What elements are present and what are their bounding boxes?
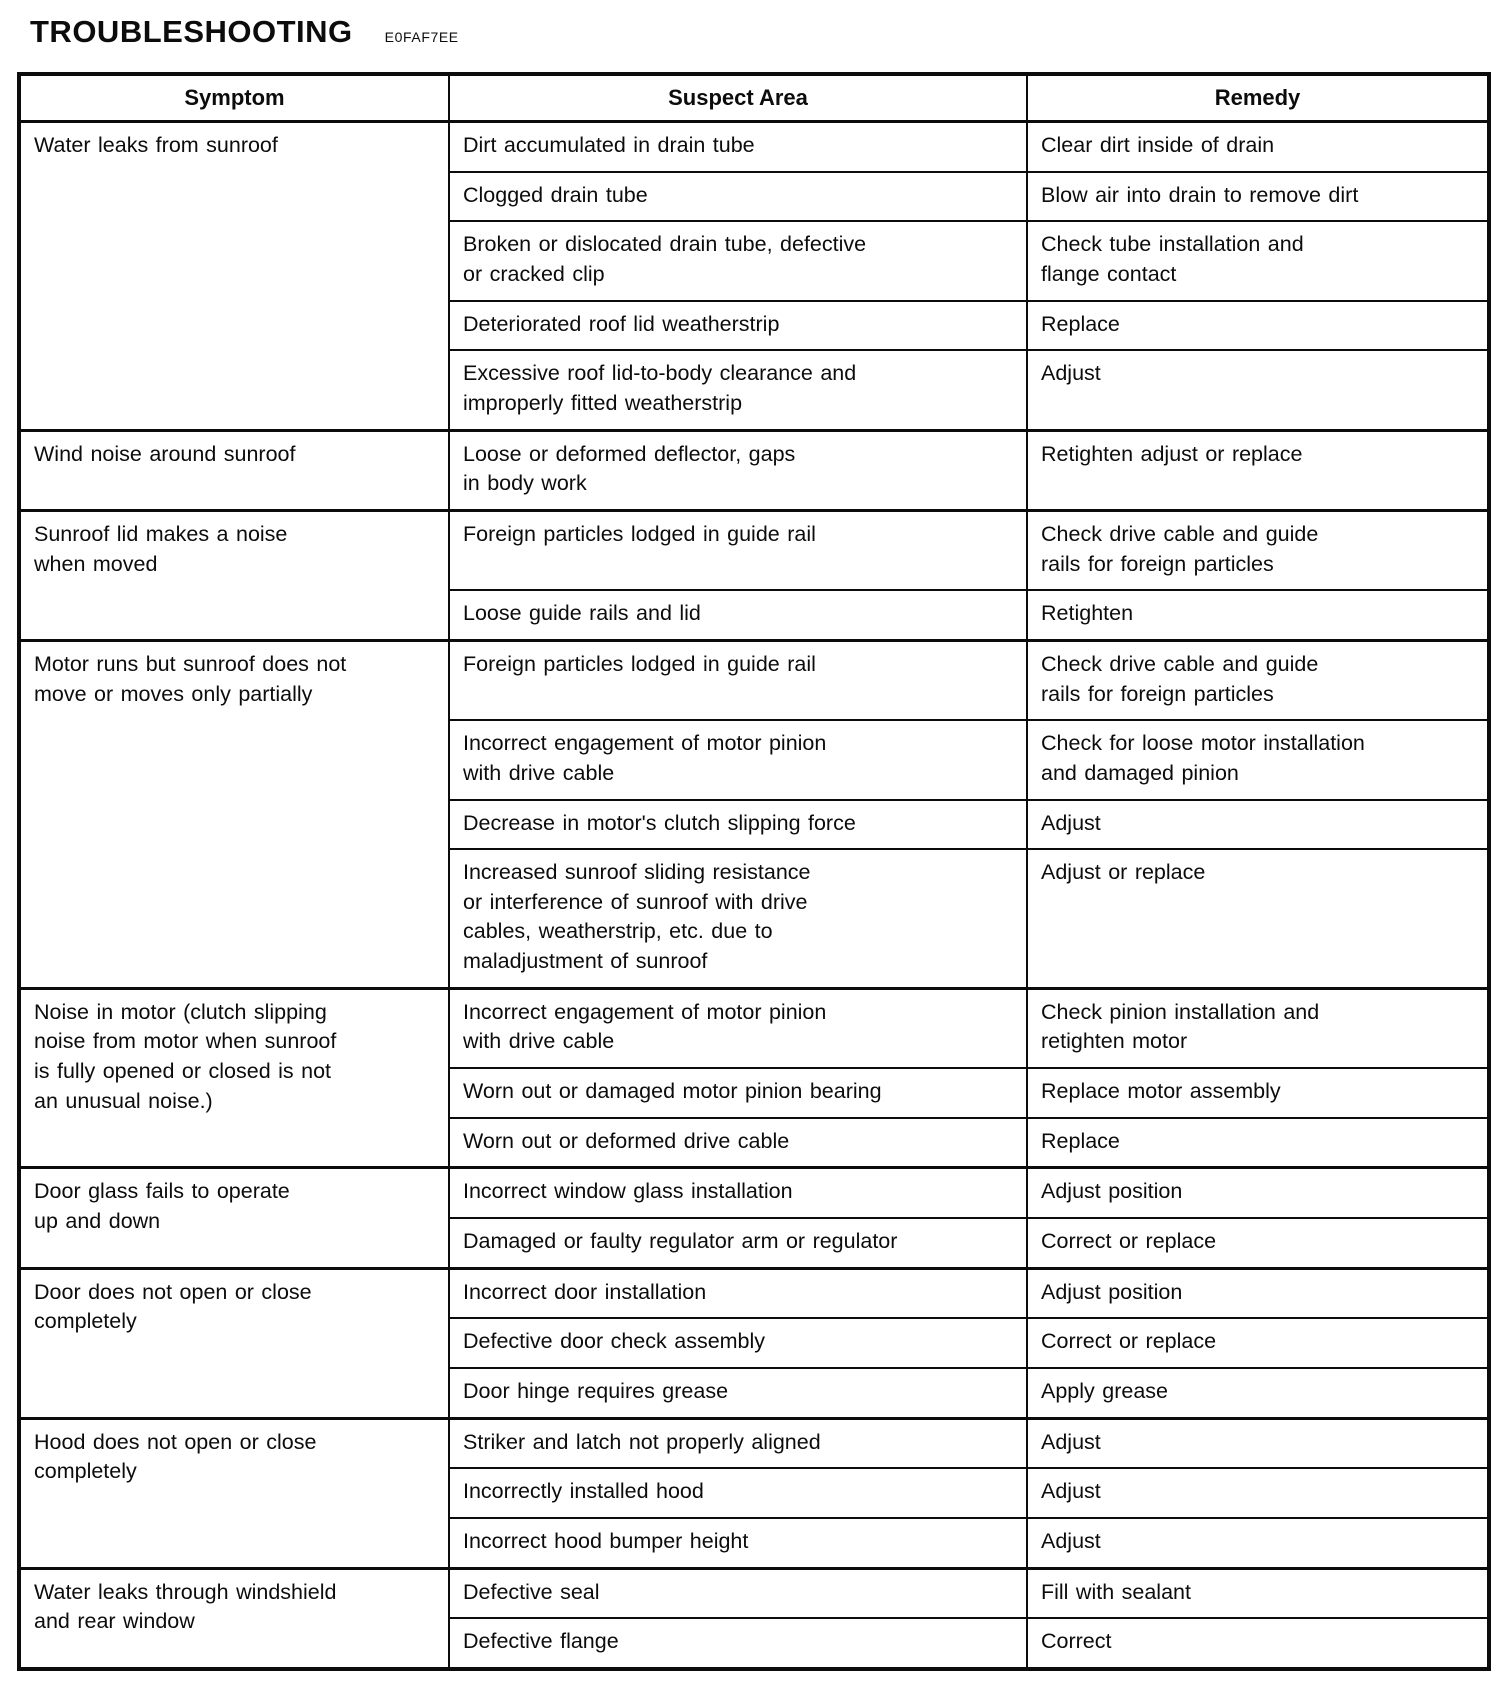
remedy-cell: Adjust (1026, 1416, 1490, 1470)
remedy-cell: Correct or replace (1026, 1217, 1490, 1270)
table-row: Excessive roof lid-to-body clearance and… (19, 349, 1490, 432)
remedy-cell: Replace (1026, 1116, 1490, 1169)
suspect-area-cell: Door hinge requires grease (448, 1367, 1028, 1420)
table-row: Decrease in motor's clutch slipping forc… (19, 798, 1490, 851)
header-row: Symptom Suspect Area Remedy (18, 73, 1490, 123)
suspect-area-cell: Deteriorated roof lid weatherstrip (448, 299, 1028, 352)
remedy-cell: Adjust (1026, 349, 1490, 432)
troubleshooting-table: Symptom Suspect Area Remedy Water leaks … (17, 72, 1491, 1671)
suspect-area-cell: Worn out or damaged motor pinion bearing (448, 1067, 1028, 1119)
symptom-column-header: Symptom (18, 73, 450, 123)
remedy-cell: Check pinion installation and retighten … (1026, 986, 1490, 1070)
symptom-cell: Sunroof lid makes a noise when moved (18, 508, 450, 642)
suspect-area-cell: Loose guide rails and lid (448, 589, 1028, 642)
table-row: Water leaks from sunroof Dirt accumulated… (18, 119, 1490, 432)
suspect-area-cell: Decrease in motor's clutch slipping forc… (448, 798, 1028, 851)
table-row: Sunroof lid makes a noise when moved Fore… (18, 508, 1490, 642)
table-row: Worn out or damaged motor pinion bearing… (19, 1067, 1490, 1119)
suspect-area-cell: Incorrect door installation (448, 1266, 1028, 1320)
suspect-area-cell: Striker and latch not properly aligned (448, 1416, 1028, 1470)
suspect-area-cell: Loose or deformed deflector, gaps in bod… (448, 428, 1028, 512)
suspect-area-cell: Defective flange (448, 1617, 1028, 1670)
section-code: E0FAF7EE (384, 29, 459, 45)
remedy-cell: Adjust (1026, 1516, 1490, 1570)
table-row: Loose guide rails and lid Retighten (19, 589, 1490, 642)
remedy-cell: Adjust (1026, 798, 1490, 851)
suspect-area-column-header: Suspect Area (448, 73, 1028, 123)
table-row: Broken or dislocated drain tube, defecti… (19, 220, 1490, 302)
table-header: Symptom Suspect Area Remedy (18, 73, 1490, 123)
remedy-cell: Retighten adjust or replace (1026, 428, 1490, 512)
table-body: Water leaks from sunroof Dirt accumulated… (18, 119, 1490, 1670)
table-row: Deteriorated roof lid weatherstrip Replac… (19, 299, 1490, 352)
table-row: Water leaks through windshield and rear … (18, 1566, 1490, 1670)
suspect-area-cell: Broken or dislocated drain tube, defecti… (448, 220, 1028, 302)
symptom-cell: Door glass fails to operate up and down (18, 1166, 450, 1270)
remedy-cell: Check drive cable and guide rails for fo… (1026, 508, 1490, 592)
remedy-cell: Adjust position (1026, 1266, 1490, 1320)
remedy-column-header: Remedy (1026, 73, 1490, 123)
suspect-area-cell: Clogged drain tube (448, 170, 1028, 223)
remedy-cell: Check drive cable and guide rails for fo… (1026, 638, 1490, 722)
suspect-area-cell: Damaged or faulty regulator arm or regul… (448, 1217, 1028, 1270)
table-row: Door does not open or close completely In… (18, 1266, 1490, 1420)
page-title: TROUBLESHOOTING (30, 14, 353, 49)
remedy-cell: Replace motor assembly (1026, 1067, 1490, 1119)
table-row: Worn out or deformed drive cable Replace (19, 1116, 1490, 1169)
symptom-cell: Wind noise around sunroof (18, 428, 450, 512)
symptom-cell: Motor runs but sunroof does not move or … (18, 638, 450, 990)
suspect-area-cell: Excessive roof lid-to-body clearance and… (448, 349, 1028, 432)
symptom-cell: Hood does not open or close completely (18, 1416, 450, 1570)
suspect-area-cell: Worn out or deformed drive cable (448, 1116, 1028, 1169)
table-row: Damaged or faulty regulator arm or regul… (19, 1217, 1490, 1270)
remedy-cell: Check tube installation and flange conta… (1026, 220, 1490, 302)
remedy-cell: Replace (1026, 299, 1490, 352)
suspect-area-cell: Defective seal (448, 1566, 1028, 1620)
table-row: Door hinge requires grease Apply grease (19, 1367, 1490, 1420)
table-row: Door glass fails to operate up and down I… (18, 1166, 1490, 1270)
symptom-cell: Noise in motor (clutch slipping noise fr… (18, 986, 450, 1169)
suspect-area-cell: Incorrectly installed hood (448, 1467, 1028, 1519)
suspect-area-cell: Increased sunroof sliding resistance or … (448, 848, 1028, 990)
remedy-cell: Adjust (1026, 1467, 1490, 1519)
table-row: Defective door check assembly Correct or … (19, 1317, 1490, 1370)
table-row: Clogged drain tube Blow air into drain to… (19, 170, 1490, 223)
table-row: Hood does not open or close completely St… (18, 1416, 1490, 1570)
suspect-area-cell: Incorrect engagement of motor pinion wit… (448, 719, 1028, 801)
suspect-area-cell: Incorrect engagement of motor pinion wit… (448, 986, 1028, 1070)
table-row: Noise in motor (clutch slipping noise fr… (18, 986, 1490, 1169)
suspect-area-cell: Foreign particles lodged in guide rail (448, 508, 1028, 592)
table-row: Incorrectly installed hood Adjust (19, 1467, 1490, 1519)
table-row: Incorrect engagement of motor pinion wit… (19, 719, 1490, 801)
remedy-cell: Clear dirt inside of drain (1026, 119, 1490, 173)
suspect-area-cell: Foreign particles lodged in guide rail (448, 638, 1028, 722)
suspect-area-cell: Defective door check assembly (448, 1317, 1028, 1370)
symptom-cell: Water leaks through windshield and rear … (18, 1566, 450, 1670)
remedy-cell: Adjust position (1026, 1166, 1490, 1220)
remedy-cell: Apply grease (1026, 1367, 1490, 1420)
symptom-cell: Door does not open or close completely (18, 1266, 450, 1420)
suspect-area-cell: Incorrect window glass installation (448, 1166, 1028, 1220)
remedy-cell: Blow air into drain to remove dirt (1026, 170, 1490, 223)
remedy-cell: Adjust or replace (1026, 848, 1490, 990)
remedy-cell: Retighten (1026, 589, 1490, 642)
remedy-cell: Check for loose motor installation and d… (1026, 719, 1490, 801)
table-row: Wind noise around sunroof Loose or deform… (18, 428, 1490, 512)
suspect-area-cell: Dirt accumulated in drain tube (448, 119, 1028, 173)
remedy-cell: Correct (1026, 1617, 1490, 1670)
symptom-cell: Water leaks from sunroof (18, 120, 450, 432)
suspect-area-cell: Incorrect hood bumper height (448, 1516, 1028, 1570)
remedy-cell: Fill with sealant (1026, 1566, 1490, 1620)
remedy-cell: Correct or replace (1026, 1317, 1490, 1370)
table-row: Incorrect hood bumper height Adjust (19, 1516, 1490, 1570)
table-row: Motor runs but sunroof does not move or … (18, 638, 1490, 990)
table-row: Increased sunroof sliding resistance or … (19, 848, 1490, 990)
title-row: TROUBLESHOOTING E0FAF7EE (30, 14, 1487, 50)
